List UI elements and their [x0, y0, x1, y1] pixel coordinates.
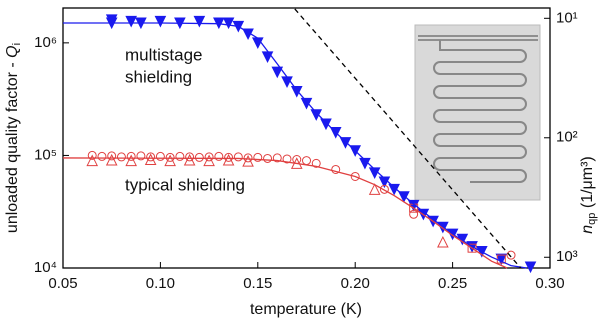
chart: multistage shielding typical shielding t… — [0, 0, 599, 325]
x-tick-label: 0.25 — [438, 275, 467, 292]
y-tick-label: 10⁴ — [34, 259, 57, 276]
x-axis-title: temperature (K) — [250, 301, 362, 318]
annotation: multistage — [125, 45, 202, 64]
marker — [176, 152, 184, 160]
marker — [195, 153, 203, 161]
marker — [526, 262, 536, 272]
y2-tick-label: 10³ — [556, 248, 578, 265]
marker — [205, 153, 213, 161]
marker — [507, 251, 515, 259]
y2-tick-label: 10¹ — [556, 9, 578, 26]
y-axis-title-text: unloaded quality factor - — [4, 58, 21, 233]
marker — [98, 152, 106, 160]
y2-axis-title-unit: (1/μm³) — [579, 156, 596, 212]
marker — [264, 154, 272, 162]
marker — [155, 16, 165, 26]
marker — [117, 153, 125, 161]
marker — [303, 157, 311, 165]
marker — [438, 237, 448, 247]
marker — [311, 110, 321, 120]
marker — [156, 152, 164, 160]
y2-axis-title-symbol: n — [579, 225, 596, 234]
marker — [126, 16, 136, 26]
y-axis-title-symbol: Q — [4, 45, 21, 57]
marker — [224, 18, 234, 28]
y-tick-label: 10⁶ — [34, 34, 57, 51]
page: {"chart_data": {"type": "scatter", "x_la… — [0, 0, 599, 330]
x-tick-label: 0.30 — [535, 275, 564, 292]
y-axis-title: unloaded quality factor - Qi — [4, 43, 23, 233]
marker — [321, 119, 331, 129]
inset-image — [415, 25, 540, 200]
annotation: typical shielding — [125, 175, 245, 194]
annotation: shielding — [125, 67, 192, 86]
x-tick-label: 0.15 — [243, 275, 272, 292]
marker — [370, 184, 380, 194]
marker — [293, 156, 301, 164]
marker — [234, 153, 242, 161]
x-tick-label: 0.05 — [48, 275, 77, 292]
x-tick-label: 0.20 — [341, 275, 370, 292]
y2-axis-title: nqp (1/μm³) — [579, 156, 598, 233]
marker — [215, 152, 223, 160]
marker — [263, 52, 273, 62]
marker — [302, 98, 312, 108]
marker — [389, 184, 399, 194]
marker — [194, 16, 204, 26]
y2-axis-title-subscript: qp — [586, 213, 598, 225]
y2-tick-label: 10² — [556, 129, 578, 146]
y-tick-label: 10⁵ — [34, 146, 57, 163]
y-axis-title-subscript: i — [11, 43, 23, 45]
x-tick-label: 0.10 — [146, 275, 175, 292]
